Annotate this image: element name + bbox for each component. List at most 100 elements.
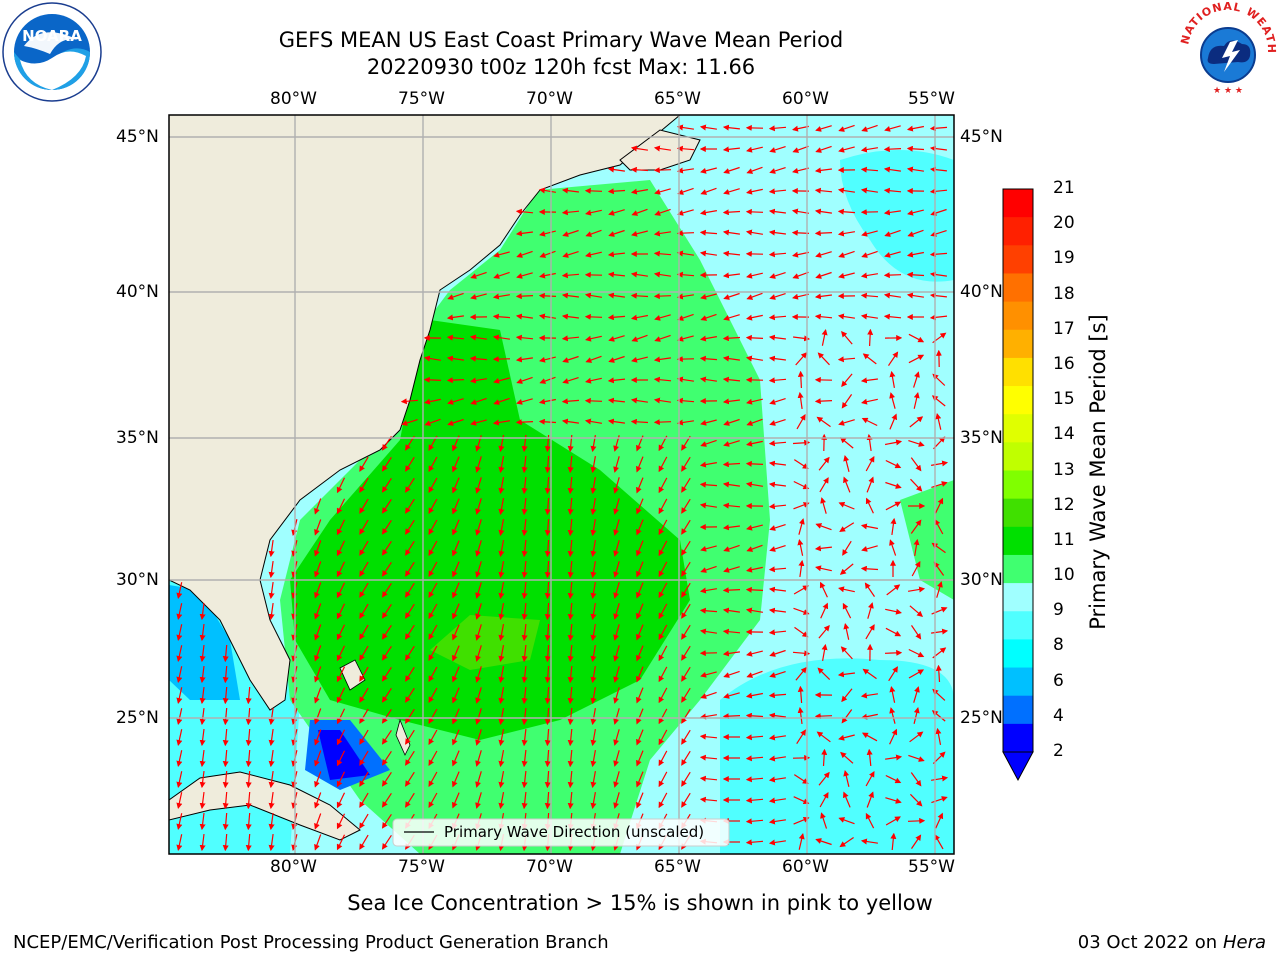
wave-direction-arrow — [890, 832, 897, 851]
colorbar-tick-label: 11 — [1053, 529, 1075, 550]
period-lt2s-region-bahamas — [318, 730, 370, 780]
wave-direction-arrow — [821, 748, 828, 767]
wave-direction-arrow — [838, 586, 855, 593]
wave-direction-arrow — [910, 457, 922, 472]
wave-direction-arrow — [336, 540, 346, 557]
wave-direction-arrow — [492, 293, 510, 300]
wave-direction-arrow — [521, 707, 528, 726]
map-frame — [168, 114, 955, 855]
wave-direction-arrow — [658, 582, 668, 599]
wave-direction-arrow — [768, 712, 786, 719]
wave-direction-arrow — [451, 687, 460, 704]
wave-direction-arrow — [792, 293, 809, 300]
wave-direction-arrow — [539, 272, 556, 279]
wave-direction-arrow — [793, 335, 811, 342]
wave-direction-arrow — [405, 792, 415, 808]
wave-direction-arrow — [860, 565, 879, 572]
wave-direction-arrow — [792, 251, 809, 258]
wave-direction-arrow — [814, 313, 833, 320]
wave-direction-arrow — [405, 561, 415, 577]
wave-direction-arrow — [498, 455, 505, 474]
wave-direction-arrow — [865, 770, 875, 787]
wave-direction-arrow — [336, 498, 346, 515]
wave-direction-arrow — [590, 686, 597, 705]
wave-direction-arrow — [314, 813, 322, 830]
wave-direction-arrow — [336, 813, 346, 830]
wave-direction-arrow — [841, 394, 853, 409]
wave-direction-arrow — [795, 666, 807, 681]
wave-direction-arrow — [336, 645, 346, 662]
wave-direction-arrow — [815, 565, 832, 572]
wave-direction-arrow — [405, 603, 415, 619]
wave-direction-arrow — [658, 477, 668, 494]
wave-direction-arrow — [405, 645, 415, 661]
wave-direction-arrow — [561, 187, 579, 194]
land-bahamas-north — [339, 659, 366, 691]
wave-direction-arrow — [818, 771, 830, 786]
lon-label-top-55w: 55°W — [908, 89, 955, 109]
wave-direction-arrow — [841, 330, 853, 345]
wave-direction-arrow — [885, 459, 902, 469]
wave-direction-arrow — [567, 560, 574, 579]
wave-direction-arrow — [911, 560, 921, 577]
wave-direction-arrow — [336, 708, 346, 725]
wave-direction-arrow — [199, 624, 206, 642]
wave-direction-arrow — [658, 666, 668, 683]
wave-direction-arrow — [538, 313, 556, 320]
wave-direction-arrow — [700, 565, 717, 573]
wave-direction-arrow — [359, 666, 369, 682]
wave-direction-arrow — [929, 271, 947, 278]
wave-direction-arrow — [929, 251, 948, 258]
wave-direction-arrow — [359, 750, 369, 766]
colorbar-block — [1003, 442, 1033, 471]
wave-direction-arrow — [314, 666, 322, 683]
colorbar-block — [1003, 723, 1033, 753]
wave-direction-arrow — [608, 209, 625, 216]
wave-direction-arrow — [336, 750, 346, 767]
noaa-logo: NOARA — [2, 2, 102, 102]
wave-direction-arrow — [521, 644, 528, 663]
wave-direction-arrow — [381, 813, 392, 829]
wave-direction-arrow — [815, 271, 832, 279]
period-8s-region-south — [720, 658, 954, 854]
wave-direction-arrow — [475, 603, 482, 620]
wave-direction-arrow — [839, 522, 855, 532]
wave-direction-arrow — [636, 624, 644, 641]
wave-direction-arrow — [883, 187, 902, 194]
wave-direction-arrow — [700, 419, 717, 426]
colorbar-block — [1003, 498, 1033, 528]
wave-direction-arrow — [381, 771, 392, 787]
wave-direction-arrow — [631, 208, 648, 216]
wave-direction-arrow — [405, 519, 415, 535]
wave-direction-arrow — [839, 437, 854, 449]
wave-direction-arrow — [607, 166, 625, 173]
wave-direction-arrow — [814, 398, 833, 405]
wave-direction-arrow — [862, 668, 877, 680]
wave-direction-arrow — [884, 649, 903, 656]
wave-direction-arrow — [176, 792, 183, 809]
wave-direction-arrow — [400, 398, 419, 405]
wave-direction-arrow — [613, 750, 620, 767]
lon-label-bottom-60w: 60°W — [782, 857, 829, 877]
wave-direction-arrow — [865, 624, 875, 640]
land-north-america — [169, 115, 681, 711]
wave-direction-arrow — [498, 665, 505, 684]
wave-direction-arrow — [405, 729, 415, 745]
wave-direction-arrow — [585, 355, 602, 363]
wave-direction-arrow — [658, 519, 668, 536]
wave-direction-arrow — [314, 708, 322, 725]
wave-direction-arrow — [768, 734, 786, 741]
wave-direction-arrow — [561, 272, 580, 279]
wave-direction-arrow — [493, 397, 510, 405]
wave-direction-arrow — [888, 351, 899, 366]
wave-direction-arrow — [819, 477, 829, 493]
wave-direction-arrow — [681, 750, 691, 766]
wave-direction-arrow — [676, 419, 694, 426]
lat-label-left-35n: 35°N — [116, 428, 159, 448]
wave-direction-arrow — [567, 707, 574, 726]
wave-direction-arrow — [516, 376, 533, 384]
wave-direction-arrow — [590, 707, 597, 726]
wave-direction-arrow — [538, 292, 557, 299]
wave-direction-arrow — [906, 292, 924, 299]
wave-direction-arrow — [314, 624, 322, 641]
